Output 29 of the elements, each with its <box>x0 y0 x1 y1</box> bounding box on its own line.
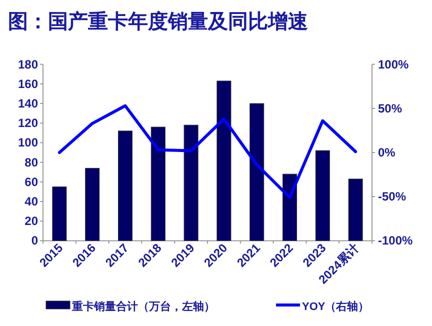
bar <box>348 178 363 241</box>
y-tick-label: 180 <box>18 57 38 72</box>
line-series <box>58 104 358 199</box>
bar <box>184 124 198 241</box>
y2-tick-label: -50% <box>378 190 406 204</box>
chart-title: 图：国产重卡年度销量及同比增速 <box>8 10 308 33</box>
y-tick-label: 80 <box>24 155 38 170</box>
y-tick-label: 160 <box>18 76 38 91</box>
y-tick-label: 0 <box>31 234 38 248</box>
y-tick-label: 20 <box>24 214 38 228</box>
bar <box>85 168 100 241</box>
y-tick-label: 100 <box>18 136 38 150</box>
y-tick-label: 60 <box>24 174 38 189</box>
y-tick-label: 120 <box>18 116 38 130</box>
bar <box>250 103 264 241</box>
bar <box>150 126 166 241</box>
bar <box>118 130 132 241</box>
y2-tick-label: 100% <box>378 57 410 72</box>
y2-tick-label: 0% <box>378 146 396 160</box>
y2-tick-label: 50% <box>378 101 402 116</box>
bar <box>282 174 297 241</box>
legend-label: 重卡销量合计（万台，左轴） <box>71 300 215 313</box>
y-tick-label: 40 <box>24 194 38 208</box>
bar <box>216 80 232 241</box>
y-tick-label: 140 <box>18 96 38 110</box>
y2-tick-label: -100% <box>378 234 414 248</box>
legend-label: YOY（右轴） <box>302 300 370 313</box>
bar <box>52 186 67 241</box>
bar <box>315 150 330 241</box>
